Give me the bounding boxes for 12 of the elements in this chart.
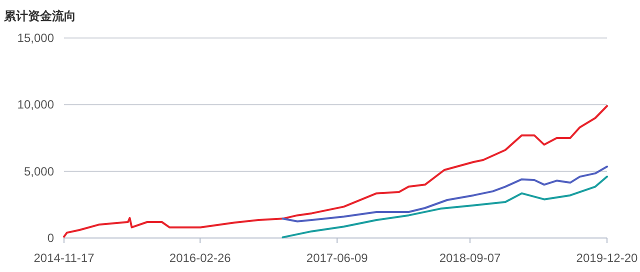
x-tick-label: 2014-11-17 [34, 251, 95, 265]
line-series [282, 166, 608, 222]
x-tick-label: 2016-02-26 [169, 251, 232, 265]
chart-title: 累计资金流向 [3, 9, 76, 23]
y-tick-label: 0 [47, 231, 54, 245]
x-tick-label: 2018-09-07 [439, 251, 502, 265]
x-tick-label: 2017-06-09 [306, 251, 368, 265]
y-tick-label: 5,000 [24, 164, 54, 178]
x-tick-label: 2019-12-20 [576, 251, 638, 265]
y-tick-label: 15,000 [17, 31, 54, 45]
y-tick-label: 10,000 [17, 98, 54, 112]
line-series [282, 176, 608, 238]
